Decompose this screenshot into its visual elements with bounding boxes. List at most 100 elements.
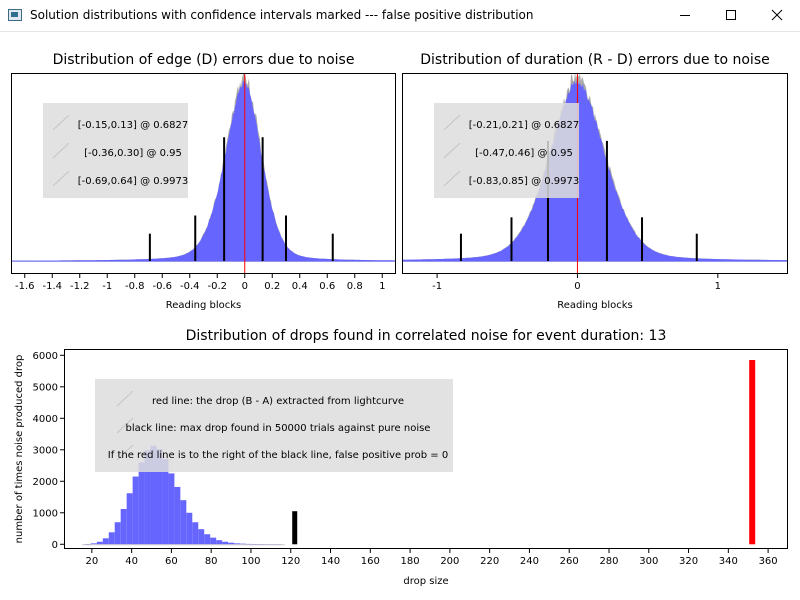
histogram-bar [180,500,187,545]
y-tick-label: 4000 [33,414,58,425]
x-tick-label: 360 [759,556,778,567]
x-tick-label: 1 [379,281,385,292]
histogram-bar [198,529,205,545]
x-tick-label: -1.6 [15,281,35,292]
x-tick-label: 180 [401,556,420,567]
legend-swatch [116,417,134,434]
chart-1: Distribution of edge (D) errors due to n… [11,52,396,311]
histogram-bar [228,542,235,545]
minimize-icon [680,15,690,16]
chart-title: Distribution of drops found in correlate… [186,328,667,344]
legend-entry: [-0.21,0.21] @ 0.6827 [469,120,579,131]
histogram-bar [251,544,258,545]
minimize-button[interactable] [662,0,708,31]
legend-swatch [52,170,70,187]
histogram-bar [84,543,91,545]
x-tick-label: 0.8 [347,281,363,292]
histogram-bar [168,473,175,545]
x-axis-label: Reading blocks [166,300,242,311]
close-icon [771,9,783,21]
plot-frame [11,73,396,274]
legend-swatch [116,390,134,407]
legend-swatch [443,114,461,131]
histogram-bar [96,541,103,545]
x-tick-label: 320 [679,556,698,567]
histogram-bar [204,534,211,545]
x-tick-label: 280 [599,556,618,567]
legend-swatch [116,444,134,461]
x-tick-label: 40 [125,556,138,567]
chart-title: Distribution of edge (D) errors due to n… [53,52,355,68]
y-tick-label: 5000 [33,382,58,393]
x-tick-label: -1 [102,281,112,292]
histogram-bar [245,543,252,545]
x-tick-label: 220 [480,556,499,567]
legend-entry: If the red line is to the right of the b… [108,450,448,461]
histogram-bar [216,540,223,545]
x-tick-label: 160 [361,556,380,567]
black-max-drop-line [292,511,298,545]
legend-entry: black line: max drop found in 50000 tria… [126,423,431,434]
maximize-icon [726,10,736,20]
legend-entry: [-0.83,0.85] @ 0.9973 [469,176,579,187]
chart-3: Distribution of drops found in correlate… [14,328,788,587]
histogram-bar [144,450,151,545]
histogram-bar [126,493,133,545]
x-tick-label: -0.2 [207,281,227,292]
histogram-bar [156,449,163,545]
histogram-bar [174,486,181,545]
x-tick-label: 200 [440,556,459,567]
plot-frame [64,349,788,549]
histogram-bar [102,538,109,545]
chart-legend: [-0.15,0.13] @ 0.6827 [-0.36,0.30] @ 0.95… [43,103,188,198]
close-button[interactable] [754,0,800,31]
histogram-bar [222,541,229,545]
legend-entry: [-0.15,0.13] @ 0.6827 [78,120,188,131]
maximize-button[interactable] [708,0,754,31]
x-tick-label: -1.4 [42,281,62,292]
x-tick-label: 340 [719,556,738,567]
x-tick-label: -0.8 [125,281,145,292]
legend-entry: [-0.36,0.30] @ 0.95 [84,148,182,159]
x-axis-label: Reading blocks [557,300,633,311]
x-tick-label: 300 [639,556,658,567]
histogram-bar [90,543,97,545]
x-tick-label: 60 [165,556,178,567]
x-tick-label: 0 [242,281,248,292]
x-tick-label: 1 [715,281,721,292]
histogram-bar [210,537,217,545]
y-tick-label: 1000 [33,508,58,519]
legend-swatch [52,142,70,159]
chart-2: Distribution of duration (R - D) errors … [402,52,788,311]
histogram-bar [108,532,115,545]
histogram-bar [234,543,241,545]
legend-entry: [-0.69,0.64] @ 0.9973 [78,176,188,187]
window-titlebar: Solution distributions with confidence i… [0,0,800,32]
x-tick-label: 140 [321,556,340,567]
x-tick-label: -1 [432,281,442,292]
legend-entry: red line: the drop (B - A) extracted fro… [152,396,404,407]
plot-frame [402,73,788,274]
x-tick-label: 0.4 [292,281,308,292]
y-tick-label: 6000 [33,351,58,362]
legend-background [434,103,579,198]
histogram-bar [162,459,169,545]
legend-entry: [-0.47,0.46] @ 0.95 [475,148,573,159]
x-tick-label: 260 [560,556,579,567]
histogram-bar [132,476,139,545]
chart-title: Distribution of duration (R - D) errors … [420,52,769,68]
histogram-bar [186,512,193,545]
chart-legend: red line: the drop (B - A) extracted fro… [95,379,453,472]
histogram-bar [240,543,246,545]
chart-legend: [-0.21,0.21] @ 0.6827 [-0.47,0.46] @ 0.95… [434,103,579,198]
x-tick-label: 80 [205,556,218,567]
x-tick-label: 20 [85,556,98,567]
red-extracted-drop-line [749,360,756,545]
histogram-bar [120,509,127,545]
x-axis-label: drop size [403,576,448,587]
histogram-bar [150,445,157,545]
legend-swatch [443,170,461,187]
y-tick-label: 2000 [33,477,58,488]
